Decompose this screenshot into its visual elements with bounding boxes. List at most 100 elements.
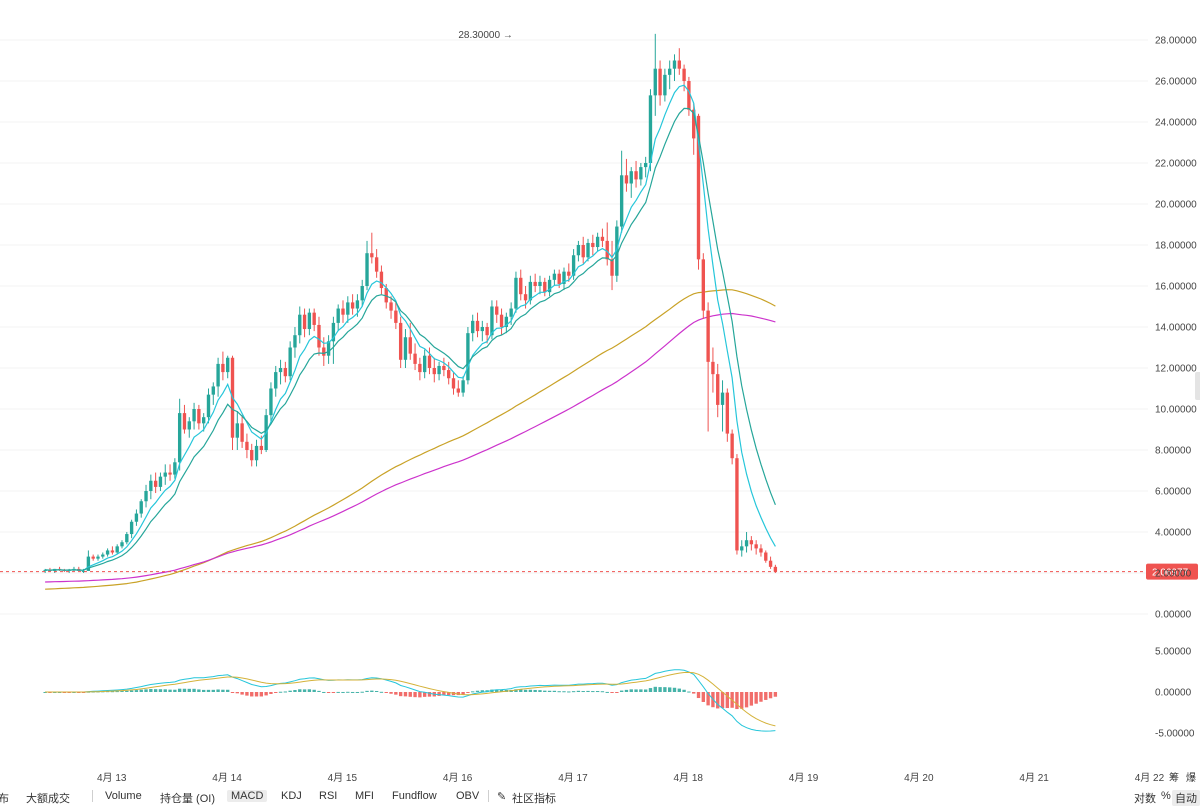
candle: [173, 458, 177, 479]
macd-histogram-bar: [197, 689, 201, 692]
candle: [307, 308, 312, 336]
candle-body: [374, 257, 379, 272]
macd-histogram-bar: [581, 691, 585, 693]
candle: [153, 472, 158, 494]
macd-histogram-bar: [725, 692, 730, 709]
toolbar-item-open-interest[interactable]: 持仓量 (OI): [160, 793, 215, 805]
candle: [485, 322, 489, 344]
macd-histogram-bar: [595, 691, 600, 693]
macd-histogram-bar: [230, 692, 235, 693]
candle-body: [206, 394, 211, 418]
price-tick-label: 6.00000: [1155, 487, 1192, 498]
candle-body: [355, 300, 360, 309]
candle: [192, 402, 196, 430]
price-tick-label: 0.00000: [1155, 610, 1192, 621]
price-tick-label: 10.00000: [1155, 405, 1197, 416]
candle-body: [91, 556, 95, 559]
macd-histogram-bar: [528, 689, 533, 692]
candle: [403, 329, 408, 368]
macd-histogram-bar: [216, 689, 220, 692]
candle-body: [139, 501, 143, 514]
macd-histogram-bar: [605, 691, 609, 693]
candle-body: [312, 312, 316, 325]
toolbar-item-fundflow[interactable]: Fundflow: [392, 790, 437, 802]
toolbar-item-mfi[interactable]: MFI: [355, 790, 374, 802]
macd-histogram-bar: [538, 690, 542, 692]
candle-body: [581, 245, 585, 258]
time-tick-label: 4月 16: [443, 772, 473, 784]
candle: [692, 103, 696, 155]
macd-dif-line: [45, 669, 776, 732]
candle: [653, 33, 657, 116]
toolbar-item-macd[interactable]: MACD: [227, 790, 268, 802]
candle: [591, 234, 595, 256]
macd-histogram-bar: [586, 690, 590, 692]
candle: [168, 464, 172, 481]
candle: [749, 536, 754, 551]
candle-body: [187, 421, 191, 430]
toolbar-item-community[interactable]: 社区指标: [512, 793, 556, 805]
candle-body: [408, 337, 412, 354]
candle-body: [346, 302, 350, 315]
macd-histogram-bar: [571, 691, 576, 693]
toolbar-item-rsi[interactable]: RSI: [319, 790, 338, 802]
macd-histogram-bar: [634, 689, 638, 692]
candle: [235, 411, 239, 450]
macd-histogram-bar: [648, 688, 653, 692]
candle: [672, 54, 677, 81]
macd-histogram-bar: [466, 692, 470, 693]
candle-body: [326, 341, 331, 356]
macd-histogram-bar: [437, 692, 441, 696]
toggle-percent-scale[interactable]: %: [1161, 790, 1171, 802]
candle-body: [639, 167, 643, 180]
candle: [716, 363, 720, 418]
macd-histogram-bar: [562, 691, 566, 693]
macd-histogram-bar: [350, 691, 355, 693]
candle: [437, 361, 441, 381]
macd-histogram-bar: [735, 692, 739, 710]
candle-body: [547, 279, 552, 293]
macd-histogram-bar: [192, 688, 196, 692]
candle-body: [571, 255, 576, 276]
toolbar-item-volume[interactable]: Volume: [105, 790, 142, 802]
candle-body: [552, 273, 557, 280]
side-panel-handle[interactable]: [1195, 372, 1200, 400]
macd-histogram-bar: [413, 692, 417, 698]
candle-body: [519, 277, 523, 295]
macd-histogram-bar: [461, 692, 465, 695]
candle-body: [586, 242, 590, 258]
toggle-log-scale[interactable]: 对数: [1134, 793, 1156, 805]
candle-body: [451, 378, 456, 389]
toolbar-item-obv[interactable]: OBV: [456, 790, 480, 802]
toolbar-item-large-trades[interactable]: 大额成交: [26, 793, 70, 805]
edit-icon[interactable]: ✎: [497, 791, 507, 803]
toolbar-item-kdj[interactable]: KDJ: [281, 790, 302, 802]
candle: [422, 349, 427, 379]
candle: [668, 60, 672, 90]
macd-histogram-bar: [389, 692, 393, 694]
candle-body: [418, 363, 422, 373]
candle: [216, 357, 220, 397]
price-grid: [0, 39, 1148, 615]
candle: [274, 365, 278, 397]
candle: [96, 554, 100, 561]
last-price-line: 2.06977: [0, 563, 1198, 580]
macd-histogram-bar: [668, 687, 672, 692]
time-tick-label: 4月 17: [558, 772, 588, 784]
time-tick-label: 4月 19: [789, 772, 819, 784]
candlestick-series: [43, 33, 778, 573]
candle-body: [504, 316, 509, 327]
macd-histogram-bar: [759, 692, 763, 702]
candle-body: [538, 281, 542, 286]
candle: [120, 540, 124, 549]
candle: [350, 294, 355, 315]
macd-histogram-bar: [576, 690, 581, 692]
candle-body: [447, 370, 451, 379]
candle-body: [543, 281, 547, 293]
macd-histogram-bar: [211, 689, 215, 692]
toolbar-item-clipped[interactable]: 布: [0, 793, 9, 805]
toggle-auto-scale[interactable]: 自动: [1172, 790, 1200, 806]
candle-body: [716, 374, 720, 405]
